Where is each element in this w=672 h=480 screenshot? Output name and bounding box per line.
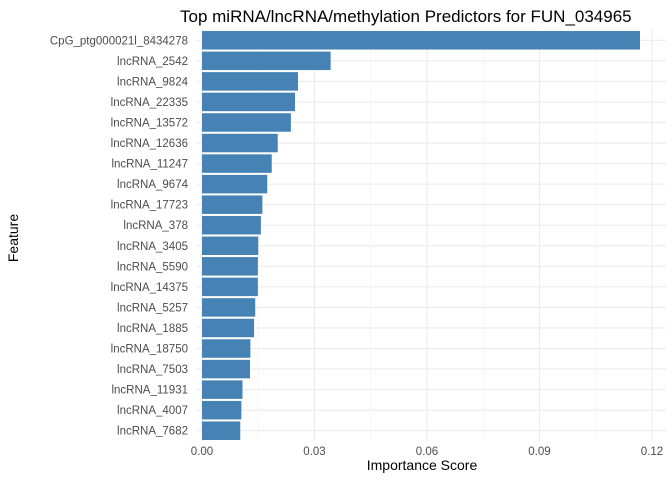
y-tick-label: lncRNA_13572 <box>111 117 188 129</box>
x-tick-labels: 0.00 0.03 0.06 0.09 0.12 <box>191 446 663 458</box>
bar <box>202 174 268 194</box>
x-axis-title: Importance Score <box>367 457 478 473</box>
x-tick-label: 0.12 <box>641 446 663 458</box>
y-tick-label: CpG_ptg000021l_8434278 <box>50 35 188 47</box>
x-tick-label: 0.09 <box>528 446 550 458</box>
bar <box>202 277 258 297</box>
y-tick-label: lncRNA_11931 <box>111 385 188 397</box>
y-tick-label: lncRNA_3405 <box>117 241 188 253</box>
y-tick-label: lncRNA_7503 <box>117 364 188 376</box>
x-tick-label: 0.03 <box>303 446 325 458</box>
y-axis-title: Feature <box>5 214 21 262</box>
bar <box>202 215 261 235</box>
y-tick-label: lncRNA_5590 <box>117 261 188 273</box>
bar <box>202 133 278 153</box>
y-tick-label: lncRNA_378 <box>123 220 188 232</box>
bar <box>202 113 291 132</box>
x-tick-label: 0.00 <box>191 446 213 458</box>
bar <box>202 380 243 399</box>
y-tick-label: lncRNA_9824 <box>117 76 189 88</box>
bar <box>202 400 242 420</box>
bar <box>202 195 263 214</box>
y-tick-label: lncRNA_12636 <box>111 138 188 150</box>
y-tick-label: lncRNA_1885 <box>117 323 188 335</box>
bar <box>202 359 250 379</box>
bar <box>202 298 256 317</box>
y-tick-label: lncRNA_4007 <box>117 405 188 417</box>
bar <box>202 236 259 256</box>
bar <box>202 421 241 440</box>
y-tick-labels: CpG_ptg000021l_8434278 lncRNA_2542 lncRNA_… <box>50 35 189 437</box>
bar <box>202 31 640 50</box>
bar <box>202 72 298 91</box>
y-tick-label: lncRNA_9674 <box>117 179 189 191</box>
bar <box>202 92 295 112</box>
bar <box>202 257 258 276</box>
bar <box>202 51 331 71</box>
grid <box>197 30 666 441</box>
y-tick-label: lncRNA_7682 <box>117 426 188 438</box>
bar <box>202 318 255 338</box>
y-tick-label: lncRNA_14375 <box>111 282 188 294</box>
bar <box>202 154 272 173</box>
y-tick-label: lncRNA_18750 <box>111 344 188 356</box>
y-tick-label: lncRNA_5257 <box>117 302 188 314</box>
y-tick-label: lncRNA_22335 <box>111 97 188 109</box>
x-tick-label: 0.06 <box>416 446 438 458</box>
chart-title: Top miRNA/lncRNA/methylation Predictors … <box>180 7 632 26</box>
y-tick-label: lncRNA_2542 <box>117 56 188 68</box>
y-tick-label: lncRNA_11247 <box>111 159 188 171</box>
bars <box>202 31 640 440</box>
y-tick-label: lncRNA_17723 <box>111 200 188 212</box>
bar <box>202 339 251 358</box>
